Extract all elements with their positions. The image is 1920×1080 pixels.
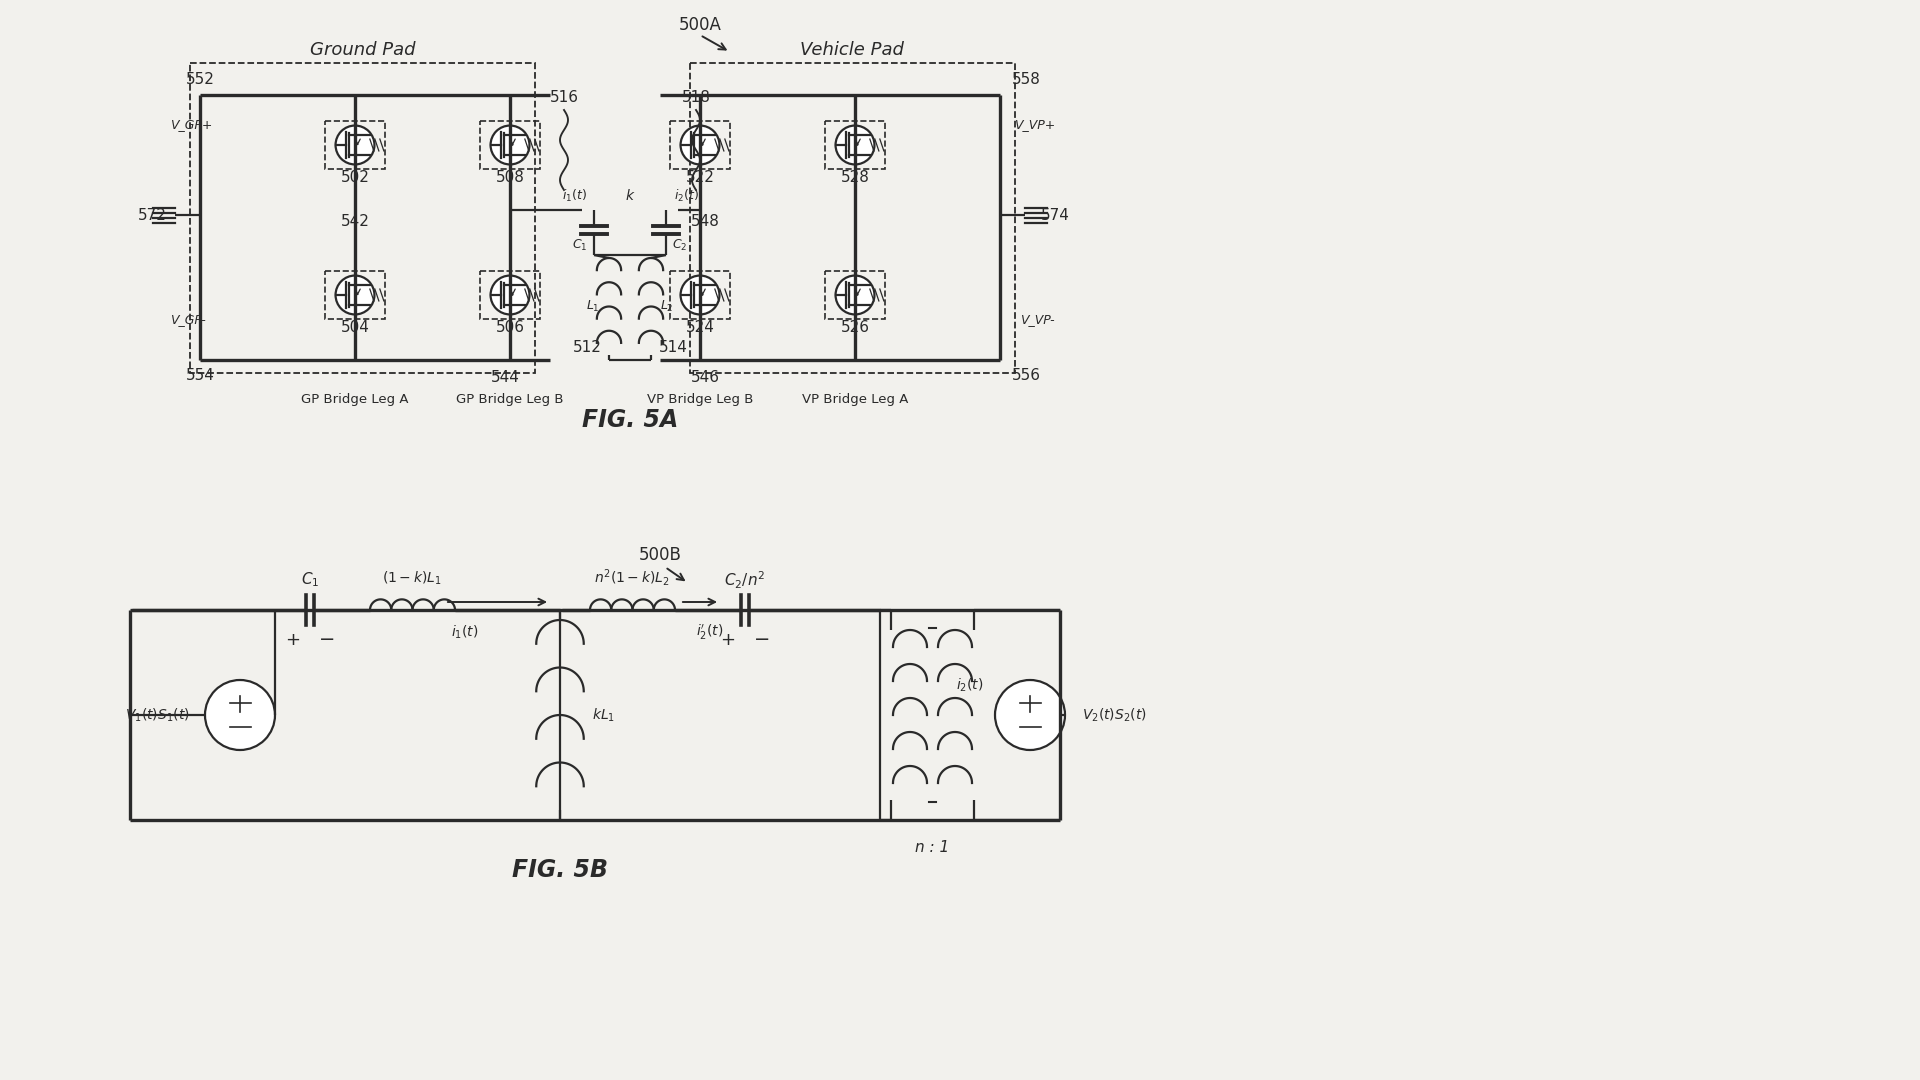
Circle shape (490, 275, 530, 314)
Bar (826, 271, 885, 320)
Text: FIG. 5A: FIG. 5A (582, 408, 678, 432)
Text: 552: 552 (186, 71, 215, 86)
Text: GP Bridge Leg B: GP Bridge Leg B (457, 393, 564, 406)
Circle shape (680, 125, 720, 164)
Bar (480, 271, 540, 320)
Text: 526: 526 (841, 321, 870, 336)
Bar (324, 121, 384, 170)
Text: V_GP+: V_GP+ (171, 119, 213, 132)
Text: FIG. 5B: FIG. 5B (513, 858, 609, 882)
Text: 574: 574 (1041, 207, 1069, 222)
Text: 502: 502 (340, 171, 369, 186)
Bar (826, 121, 885, 170)
Text: $C_1$: $C_1$ (301, 570, 319, 590)
Text: 572: 572 (138, 207, 167, 222)
Circle shape (336, 125, 374, 164)
Text: 504: 504 (340, 321, 369, 336)
Text: 508: 508 (495, 171, 524, 186)
Text: 554: 554 (186, 367, 215, 382)
Bar (324, 271, 384, 320)
Text: 544: 544 (492, 370, 520, 386)
Circle shape (835, 275, 874, 314)
Text: $i_1(t)$: $i_1(t)$ (451, 623, 478, 640)
Text: $n^2(1-k)L_2$: $n^2(1-k)L_2$ (593, 567, 670, 589)
Text: $(1-k)L_1$: $(1-k)L_1$ (382, 569, 442, 586)
Text: $i_2(t)$: $i_2(t)$ (956, 676, 983, 693)
Text: 558: 558 (1012, 71, 1041, 86)
Text: GP Bridge Leg A: GP Bridge Leg A (301, 393, 409, 406)
Bar (190, 63, 536, 373)
Bar (689, 63, 1016, 373)
Text: 512: 512 (572, 340, 601, 355)
Text: −: − (755, 631, 770, 649)
Circle shape (336, 275, 374, 314)
Text: 522: 522 (685, 171, 714, 186)
Circle shape (205, 680, 275, 750)
Text: 518: 518 (682, 90, 710, 105)
Text: $V_2(t)S_2(t)$: $V_2(t)S_2(t)$ (1083, 706, 1146, 724)
Text: $i_1(t)$: $i_1(t)$ (561, 188, 586, 204)
Text: $i^{\prime}_2(t)$: $i^{\prime}_2(t)$ (697, 622, 724, 642)
Text: $L_2$: $L_2$ (660, 298, 674, 313)
Text: VP Bridge Leg A: VP Bridge Leg A (803, 393, 908, 406)
Text: V_GP-: V_GP- (171, 313, 205, 326)
Bar (480, 121, 540, 170)
Text: Ground Pad: Ground Pad (311, 41, 417, 59)
Text: $i_2(t)$: $i_2(t)$ (674, 188, 699, 204)
Text: 528: 528 (841, 171, 870, 186)
Text: 500A: 500A (678, 16, 722, 33)
Text: 506: 506 (495, 321, 524, 336)
Text: 516: 516 (549, 90, 578, 105)
Text: V_VP-: V_VP- (1020, 313, 1054, 326)
Circle shape (680, 275, 720, 314)
Text: $V_1(t)S_1(t)$: $V_1(t)S_1(t)$ (125, 706, 190, 724)
Text: 542: 542 (340, 215, 369, 230)
Text: 514: 514 (659, 340, 687, 355)
Text: 556: 556 (1012, 367, 1041, 382)
Circle shape (995, 680, 1066, 750)
Text: k: k (626, 189, 634, 203)
Text: $L_1$: $L_1$ (586, 298, 599, 313)
Bar (670, 271, 730, 320)
Text: V_VP+: V_VP+ (1014, 119, 1054, 132)
Text: 524: 524 (685, 321, 714, 336)
Text: 500B: 500B (639, 546, 682, 564)
Text: $C_2$: $C_2$ (672, 238, 687, 253)
Text: Vehicle Pad: Vehicle Pad (801, 41, 904, 59)
Bar (670, 121, 730, 170)
Text: n : 1: n : 1 (914, 840, 948, 855)
Text: +: + (720, 631, 735, 649)
Text: 546: 546 (691, 370, 720, 386)
Text: VP Bridge Leg B: VP Bridge Leg B (647, 393, 753, 406)
Text: $kL_1$: $kL_1$ (591, 706, 614, 724)
Text: −: − (319, 631, 336, 649)
Circle shape (835, 125, 874, 164)
Text: +: + (286, 631, 301, 649)
Text: $C_2/n^2$: $C_2/n^2$ (724, 569, 766, 591)
Text: 548: 548 (691, 215, 720, 230)
Circle shape (490, 125, 530, 164)
Text: $C_1$: $C_1$ (572, 238, 588, 253)
